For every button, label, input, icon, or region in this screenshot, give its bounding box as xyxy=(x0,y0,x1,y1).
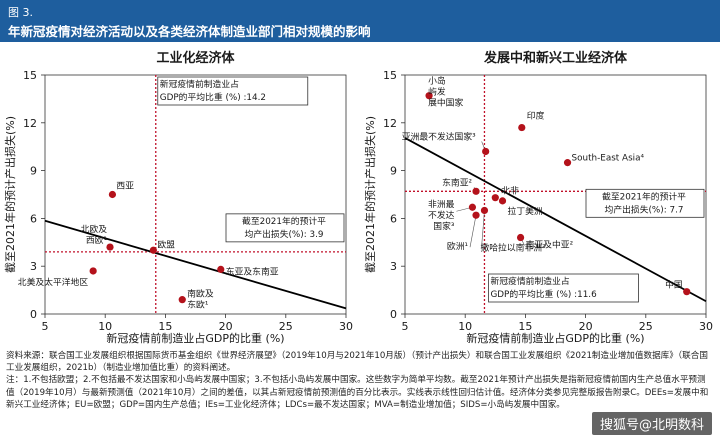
data-point xyxy=(518,123,526,132)
mean-loss-annotation-line: 均产出损失(%): 3.9 xyxy=(245,228,324,240)
y-tick-label: 6 xyxy=(30,212,37,225)
mean-loss-annotation-line: 截至2021年的预计平 xyxy=(602,190,686,202)
mean-share-annotation-box xyxy=(488,273,639,303)
plot-frame xyxy=(44,74,347,315)
point-label: 不发达 xyxy=(428,209,455,221)
data-point xyxy=(149,246,157,254)
data-point xyxy=(516,233,525,242)
figure-header: 图 3. 年新冠疫情对经济活动以及各类经济体制造业部门相对规模的影响 xyxy=(0,0,720,42)
y-tick-label: 0 xyxy=(30,308,37,321)
y-tick-label: 12 xyxy=(383,117,397,130)
mean-loss-annotation-box xyxy=(225,213,345,243)
x-tick-label: 5 xyxy=(42,320,49,333)
point-label: 小岛 xyxy=(428,75,446,87)
leader-line xyxy=(469,215,477,248)
y-tick-label: 3 xyxy=(390,260,397,273)
x-tick-label: 5 xyxy=(402,320,409,333)
data-point xyxy=(482,147,490,156)
point-label: 拉丁美洲 xyxy=(508,205,543,217)
data-point xyxy=(108,190,117,199)
y-tick-label: 3 xyxy=(30,260,37,273)
data-point xyxy=(472,187,480,195)
point-label: 北欧及 xyxy=(81,223,108,235)
x-tick-label: 25 xyxy=(639,320,653,333)
x-tick-label: 15 xyxy=(158,320,172,333)
data-point xyxy=(425,92,433,100)
x-tick-label: 30 xyxy=(339,320,353,333)
data-point xyxy=(480,206,489,215)
point-label: 国家³ xyxy=(433,220,455,232)
data-point xyxy=(217,265,225,273)
x-tick-label: 10 xyxy=(458,320,472,333)
data-point xyxy=(472,211,480,219)
point-label: 非洲最 xyxy=(428,198,455,210)
data-point xyxy=(178,296,186,304)
regression-line xyxy=(44,219,347,310)
data-point xyxy=(491,194,499,202)
point-label: 印度 xyxy=(527,110,545,122)
point-label: 西欧¹ xyxy=(86,234,108,246)
point-label: 东亚及东南亚 xyxy=(226,265,279,277)
notes: 注：1.不包括欧盟；2.不包括最不发达国家和小岛屿发展中国家；3.不包括小岛屿发… xyxy=(6,375,709,410)
x-tick-label: 10 xyxy=(98,320,112,333)
point-label: 展中国家 xyxy=(428,97,463,109)
plot-frame xyxy=(404,74,707,315)
point-label: 中国 xyxy=(665,279,683,291)
figure-title: 年新冠疫情对经济活动以及各类经济体制造业部门相对规模的影响 xyxy=(8,24,371,39)
figure-label: 图 3. xyxy=(8,6,33,19)
mean-loss-annotation-line: 截至2021年的预计平 xyxy=(242,215,326,227)
y-tick-label: 0 xyxy=(390,308,397,321)
data-point xyxy=(89,267,97,275)
point-label: 北非 xyxy=(501,185,519,197)
figure-footer: 资料来源：联合国工业发展组织根据国际货币基金组织《世界经济展望》（2019年10… xyxy=(6,350,714,411)
point-label: 欧洲¹ xyxy=(447,240,469,252)
point-label: 东南亚² xyxy=(442,176,472,188)
mean-loss-annotation-box xyxy=(585,188,705,218)
mean-share-annotation-line: GDP的平均比重 (%) :14.2 xyxy=(160,91,266,103)
data-point xyxy=(106,243,114,251)
x-axis-label: 新冠疫情前制造业占GDP的比重 (%) xyxy=(106,331,284,345)
y-tick-label: 9 xyxy=(390,165,397,178)
mean-share-annotation-line: 新冠疫情前制造业占 xyxy=(490,275,569,287)
point-label: 北美及太平洋地区 xyxy=(18,276,89,288)
data-point xyxy=(498,197,507,205)
y-tick-label: 15 xyxy=(23,69,37,82)
y-axis-label: 截至2021年的预计产出损失(%) xyxy=(3,116,17,273)
y-tick-label: 12 xyxy=(23,117,37,130)
x-tick-label: 30 xyxy=(699,320,713,333)
point-label: South-East Asia⁴ xyxy=(572,154,645,164)
y-tick-label: 6 xyxy=(390,212,397,225)
source-note: 资料来源：联合国工业发展组织根据国际货币基金组织《世界经济展望》（2019年10… xyxy=(6,351,708,374)
mean-share-annotation-box xyxy=(157,76,309,106)
mean-share-annotation-line: GDP的平均比重 (%) :11.6 xyxy=(490,288,597,300)
y-tick-label: 15 xyxy=(383,69,397,82)
data-point xyxy=(683,288,691,296)
point-label: 南亚及中亚² xyxy=(526,239,574,251)
x-tick-label: 20 xyxy=(579,320,593,333)
leader-line xyxy=(481,210,485,249)
x-axis-label: 新冠疫情前制造业占GDP的比重 (%) xyxy=(466,331,644,345)
y-axis-label: 截至2021年的预计产出损失(%) xyxy=(363,116,377,273)
chart-title: 发展中和新兴工业经济体 xyxy=(483,50,628,66)
point-label: 亚洲最不发达国家³ xyxy=(402,130,476,142)
point-label: 东欧¹ xyxy=(187,299,209,311)
point-label: 屿发 xyxy=(428,86,446,98)
x-tick-label: 20 xyxy=(219,320,233,333)
point-label: 撒哈拉以南非洲² xyxy=(480,241,545,253)
x-tick-label: 25 xyxy=(279,320,293,333)
mean-loss-annotation-line: 均产出损失(%): 7.7 xyxy=(605,203,684,215)
y-tick-label: 9 xyxy=(30,165,37,178)
point-label: 南欧及 xyxy=(187,288,214,300)
data-point xyxy=(468,203,477,211)
x-tick-label: 15 xyxy=(518,320,532,333)
point-label: 欧盟 xyxy=(157,238,175,250)
chart-title: 工业化经济体 xyxy=(156,50,235,66)
point-label: 西亚 xyxy=(116,181,134,192)
data-point xyxy=(563,159,572,167)
watermark: 搜狐号@北明数科 xyxy=(591,412,712,435)
regression-line xyxy=(404,137,707,303)
mean-share-annotation-line: 新冠疫情前制造业占 xyxy=(160,78,239,90)
